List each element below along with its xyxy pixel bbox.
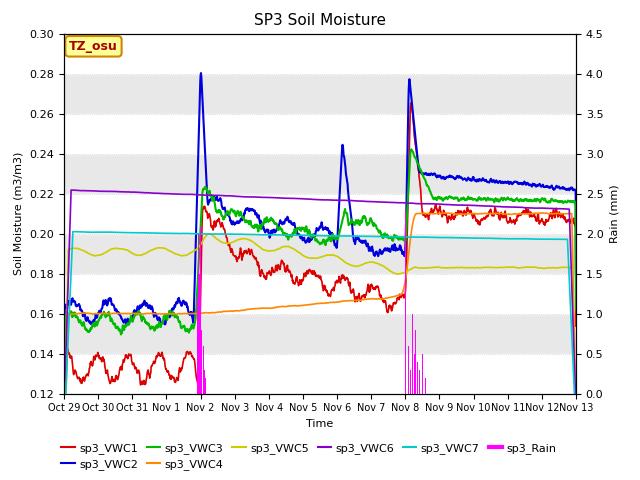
sp3_VWC1 <box>231 253 239 259</box>
sp3_VWC7 <box>70 228 78 234</box>
sp3_VWC7 <box>162 230 170 236</box>
Bar <box>197 298 198 394</box>
sp3_VWC7 <box>60 430 68 435</box>
Line: sp3_VWC5: sp3_VWC5 <box>64 234 576 443</box>
sp3_VWC4 <box>572 412 580 418</box>
sp3_VWC3 <box>467 196 474 202</box>
Bar <box>64 193 576 234</box>
sp3_VWC2 <box>232 220 239 226</box>
sp3_VWC6 <box>232 193 239 199</box>
Bar <box>64 354 576 394</box>
Bar <box>64 274 576 313</box>
sp3_VWC2 <box>197 70 205 76</box>
sp3_VWC4 <box>511 211 519 216</box>
sp3_VWC6 <box>572 408 580 414</box>
sp3_VWC2 <box>572 298 580 304</box>
sp3_VWC1 <box>572 323 580 329</box>
sp3_VWC4 <box>539 210 547 216</box>
sp3_VWC5 <box>399 270 407 276</box>
sp3_VWC7 <box>467 235 474 241</box>
sp3_VWC3 <box>572 307 580 312</box>
sp3_VWC6 <box>68 187 76 193</box>
sp3_VWC2 <box>60 470 68 476</box>
sp3_VWC1 <box>399 293 407 299</box>
Bar <box>199 274 200 394</box>
sp3_VWC6 <box>162 191 170 196</box>
Text: TZ_osu: TZ_osu <box>69 40 118 53</box>
sp3_VWC3 <box>399 237 407 242</box>
sp3_VWC7 <box>174 230 182 236</box>
Line: sp3_VWC7: sp3_VWC7 <box>64 231 576 432</box>
sp3_VWC3 <box>60 475 68 480</box>
sp3_VWC3 <box>511 197 519 203</box>
sp3_VWC5 <box>174 252 182 257</box>
sp3_VWC5 <box>60 432 68 437</box>
sp3_VWC6 <box>174 191 182 197</box>
Line: sp3_VWC1: sp3_VWC1 <box>64 103 576 480</box>
sp3_VWC4 <box>231 308 239 313</box>
sp3_VWC2 <box>399 251 407 256</box>
Bar <box>413 354 415 394</box>
Bar <box>410 370 411 394</box>
Bar <box>64 114 576 154</box>
sp3_VWC5 <box>161 246 169 252</box>
Bar <box>200 226 201 394</box>
sp3_VWC3 <box>161 315 169 321</box>
X-axis label: Time: Time <box>307 419 333 429</box>
sp3_VWC5 <box>232 238 239 244</box>
Y-axis label: Rain (mm): Rain (mm) <box>609 184 619 243</box>
Bar <box>412 313 413 394</box>
sp3_VWC6 <box>399 200 407 205</box>
sp3_VWC1 <box>407 100 415 106</box>
sp3_VWC4 <box>174 311 182 317</box>
sp3_VWC4 <box>161 311 169 317</box>
Title: SP3 Soil Moisture: SP3 Soil Moisture <box>254 13 386 28</box>
Bar <box>205 378 206 394</box>
sp3_VWC4 <box>399 288 407 294</box>
Bar <box>201 330 202 394</box>
Bar <box>204 370 205 394</box>
sp3_VWC3 <box>408 146 415 152</box>
sp3_VWC2 <box>174 297 182 302</box>
Bar <box>196 354 198 394</box>
sp3_VWC5 <box>467 265 474 271</box>
sp3_VWC3 <box>231 211 239 217</box>
Bar <box>203 346 204 394</box>
sp3_VWC7 <box>232 231 239 237</box>
Line: sp3_VWC4: sp3_VWC4 <box>64 213 576 467</box>
Line: sp3_VWC6: sp3_VWC6 <box>64 190 576 412</box>
sp3_VWC1 <box>467 209 474 215</box>
sp3_VWC1 <box>511 217 519 223</box>
sp3_VWC1 <box>161 365 169 371</box>
sp3_VWC6 <box>467 203 474 208</box>
sp3_VWC4 <box>466 211 474 216</box>
sp3_VWC7 <box>572 426 580 432</box>
Legend: sp3_VWC1, sp3_VWC2, sp3_VWC3, sp3_VWC4, sp3_VWC5, sp3_VWC6, sp3_VWC7, sp3_Rain: sp3_VWC1, sp3_VWC2, sp3_VWC3, sp3_VWC4, … <box>57 438 561 474</box>
sp3_VWC6 <box>511 204 519 210</box>
Bar <box>64 34 576 73</box>
sp3_VWC5 <box>572 440 580 446</box>
Bar <box>406 330 408 394</box>
sp3_VWC1 <box>174 377 182 383</box>
Bar <box>417 361 418 394</box>
Y-axis label: Soil Moisture (m3/m3): Soil Moisture (m3/m3) <box>14 152 24 276</box>
sp3_VWC5 <box>511 265 519 271</box>
sp3_VWC5 <box>205 231 213 237</box>
sp3_VWC7 <box>399 234 407 240</box>
sp3_VWC2 <box>467 176 474 182</box>
sp3_VWC3 <box>174 314 182 320</box>
Line: sp3_VWC2: sp3_VWC2 <box>64 73 576 473</box>
sp3_VWC7 <box>511 236 519 241</box>
sp3_VWC2 <box>161 321 169 327</box>
sp3_VWC6 <box>60 409 68 415</box>
Bar <box>405 210 406 394</box>
Bar <box>415 330 416 394</box>
Bar <box>198 234 199 394</box>
sp3_VWC4 <box>60 464 68 470</box>
sp3_VWC2 <box>511 179 519 184</box>
Line: sp3_VWC3: sp3_VWC3 <box>64 149 576 478</box>
Bar <box>408 346 409 394</box>
